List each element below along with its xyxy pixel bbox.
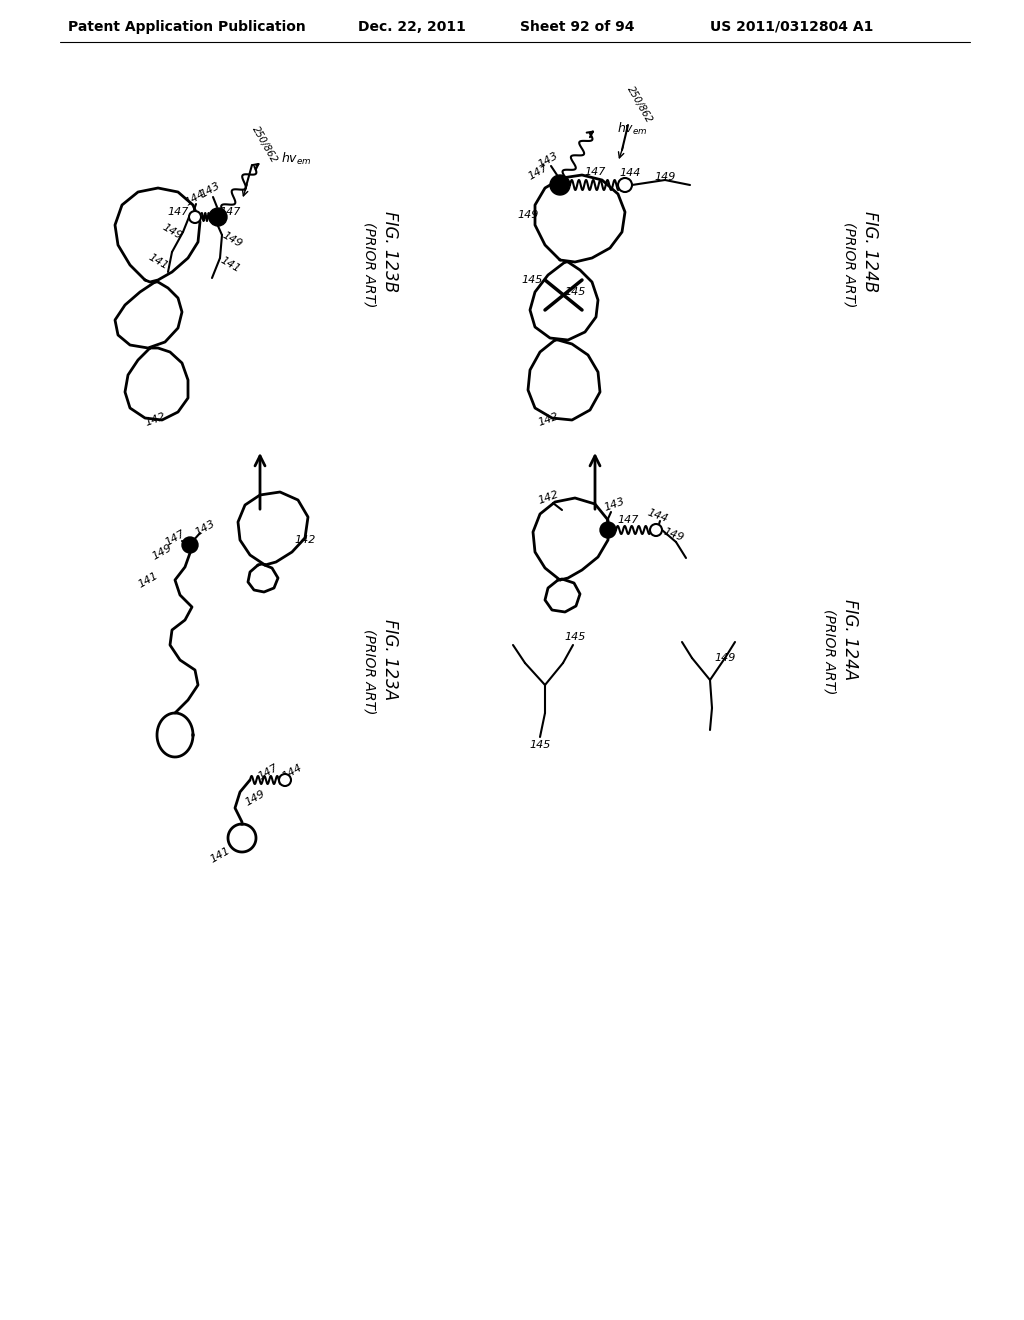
Text: 147: 147 bbox=[163, 528, 186, 548]
Text: 141: 141 bbox=[136, 570, 160, 590]
Polygon shape bbox=[545, 579, 580, 612]
Text: 147: 147 bbox=[256, 763, 280, 781]
Text: 144: 144 bbox=[620, 168, 641, 178]
Text: FIG. 123A: FIG. 123A bbox=[381, 619, 399, 701]
Polygon shape bbox=[115, 187, 200, 282]
Text: Patent Application Publication: Patent Application Publication bbox=[68, 20, 306, 34]
Text: 149: 149 bbox=[517, 210, 539, 220]
Circle shape bbox=[618, 178, 632, 191]
Text: (PRIOR ART): (PRIOR ART) bbox=[362, 222, 377, 308]
Text: 142: 142 bbox=[537, 412, 560, 429]
Polygon shape bbox=[528, 341, 600, 420]
Circle shape bbox=[600, 521, 616, 539]
Polygon shape bbox=[125, 348, 188, 420]
Circle shape bbox=[550, 176, 570, 195]
Text: 149: 149 bbox=[715, 653, 735, 663]
Text: FIG. 123B: FIG. 123B bbox=[381, 211, 399, 293]
Polygon shape bbox=[248, 564, 278, 591]
Circle shape bbox=[209, 209, 227, 226]
Text: 144: 144 bbox=[646, 508, 670, 524]
Text: $hv_{em}$: $hv_{em}$ bbox=[282, 150, 312, 168]
Polygon shape bbox=[534, 498, 608, 579]
Text: (PRIOR ART): (PRIOR ART) bbox=[362, 630, 377, 714]
Polygon shape bbox=[530, 261, 598, 341]
Text: 149: 149 bbox=[663, 527, 686, 544]
Text: 141: 141 bbox=[146, 252, 170, 272]
Text: Dec. 22, 2011: Dec. 22, 2011 bbox=[358, 20, 466, 34]
Text: Sheet 92 of 94: Sheet 92 of 94 bbox=[520, 20, 635, 34]
Text: 143: 143 bbox=[537, 150, 560, 170]
Text: 147: 147 bbox=[617, 515, 639, 525]
Text: (PRIOR ART): (PRIOR ART) bbox=[843, 222, 857, 308]
Text: 147: 147 bbox=[526, 162, 550, 182]
Text: 142: 142 bbox=[537, 490, 560, 507]
Polygon shape bbox=[115, 282, 182, 348]
Text: 147: 147 bbox=[219, 207, 241, 216]
Text: 149: 149 bbox=[160, 222, 183, 242]
Text: 147: 147 bbox=[585, 168, 605, 177]
Text: 144: 144 bbox=[281, 763, 304, 781]
Text: US 2011/0312804 A1: US 2011/0312804 A1 bbox=[710, 20, 873, 34]
Text: (PRIOR ART): (PRIOR ART) bbox=[823, 610, 837, 694]
Text: $hv_{em}$: $hv_{em}$ bbox=[616, 120, 647, 137]
Text: 145: 145 bbox=[529, 741, 551, 750]
Text: 143: 143 bbox=[199, 181, 222, 199]
Circle shape bbox=[650, 524, 662, 536]
Circle shape bbox=[182, 537, 198, 553]
Text: FIG. 124B: FIG. 124B bbox=[861, 211, 879, 293]
Text: 149: 149 bbox=[244, 788, 267, 808]
Text: FIG. 124A: FIG. 124A bbox=[841, 599, 859, 681]
Polygon shape bbox=[535, 176, 625, 261]
Text: 143: 143 bbox=[194, 519, 217, 537]
Circle shape bbox=[189, 211, 201, 223]
Polygon shape bbox=[238, 492, 308, 565]
Text: 250/862: 250/862 bbox=[626, 84, 654, 125]
Text: 144: 144 bbox=[183, 189, 207, 207]
Text: 142: 142 bbox=[143, 412, 167, 429]
Text: 145: 145 bbox=[521, 275, 543, 285]
Text: 250/862: 250/862 bbox=[251, 125, 280, 165]
Text: 141: 141 bbox=[208, 845, 231, 865]
Text: 147: 147 bbox=[167, 207, 188, 216]
Text: 149: 149 bbox=[654, 172, 676, 182]
Text: 145: 145 bbox=[564, 632, 586, 642]
Circle shape bbox=[279, 774, 291, 785]
Text: 141: 141 bbox=[218, 255, 242, 275]
Text: 149: 149 bbox=[220, 230, 244, 249]
Text: 142: 142 bbox=[294, 535, 315, 545]
Text: 145: 145 bbox=[564, 286, 586, 297]
Text: 149: 149 bbox=[151, 543, 174, 562]
Text: 143: 143 bbox=[602, 496, 626, 513]
